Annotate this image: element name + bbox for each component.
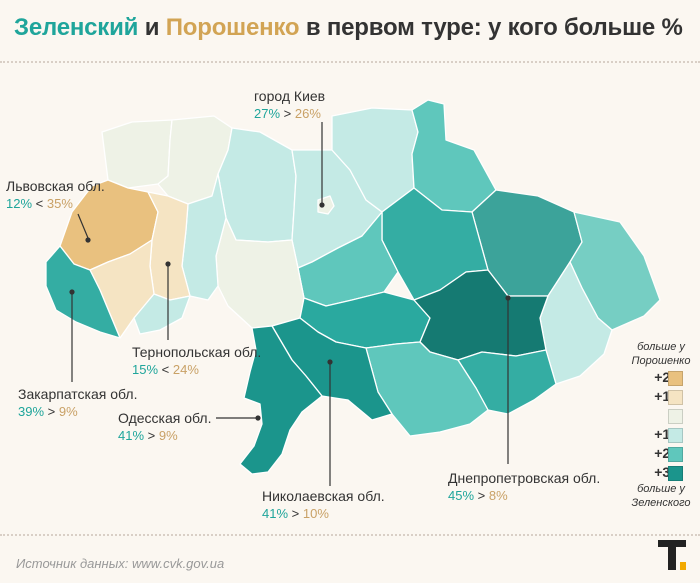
callout-odesa-zel: 41% [118,428,145,443]
title-and: и [144,14,160,41]
callout-lviv-zel: 12% [6,196,33,211]
legend-swatch [668,447,683,462]
legend-bottom-caption: больше у Зеленского [631,483,691,509]
region-zakarpattia [45,245,121,339]
callout-ternopil-name: Тернопольская обл. [132,344,262,360]
top-divider [0,61,700,63]
callout-lviv: Львовская обл. 12% < 35% [6,178,105,212]
callout-kyiv: город Киев 27% > 26% [254,88,325,122]
callout-odesa-por: 9% [158,428,178,443]
bottom-divider [0,534,700,536]
title-poroshenko: Порошенко [165,14,300,41]
callout-dnipro-sign: > [477,488,486,503]
callout-zakarpattia-zel: 39% [18,404,45,419]
callout-ternopil-zel: 15% [132,362,159,377]
callout-mykolaiv-zel: 41% [262,506,289,521]
callout-mykolaiv: Николаевская обл. 41% > 10% [262,488,385,522]
legend-row: 0 [622,406,700,425]
legend-swatch [668,371,683,386]
callout-ternopil-sign: < [161,362,170,377]
callout-ternopil: Тернопольская обл. 15% < 24% [132,344,261,378]
title-zelensky: Зеленский [14,14,139,41]
legend-swatch [668,409,683,424]
callout-dnipro-por: 8% [488,488,508,503]
callout-kyiv-sign: > [283,106,292,121]
callout-kyiv-zel: 27% [254,106,281,121]
legend-row: +10 [622,387,700,406]
callout-odesa-name: Одесская обл. [118,410,212,426]
legend-swatch [668,428,683,443]
legend-swatch [668,390,683,405]
callout-lviv-sign: < [35,196,44,211]
callout-odesa: Одесская обл. 41% > 9% [118,410,211,444]
callout-dnipro-zel: 45% [448,488,475,503]
legend-row: +20 [622,368,700,387]
legend-top-caption: больше у Порошенко [631,341,691,367]
region-odesa [239,325,323,475]
legend-rows: +20+100+10+20+30 [622,368,700,482]
callout-ternopil-por: 24% [172,362,199,377]
region-chernivtsi [133,293,191,335]
legend-row: +10 [622,425,700,444]
callout-lviv-por: 35% [46,196,73,211]
page-title: Зеленский и Порошенко в первом туре: у к… [14,14,683,42]
title-rest: в первом туре: у кого больше % [305,14,683,41]
legend: больше у Порошенко +20+100+10+20+30 боль… [622,340,700,510]
callout-mykolaiv-por: 10% [302,506,329,521]
callout-mykolaiv-sign: > [291,506,300,521]
legend-row: +30 [622,463,700,482]
legend-row: +20 [622,444,700,463]
callout-odesa-sign: > [147,428,156,443]
region-sumy [411,99,497,213]
brand-logo-icon [658,540,686,570]
lviv-leader [77,213,89,239]
callout-zakarpattia-sign: > [47,404,56,419]
callout-zakarpattia-por: 9% [58,404,78,419]
source-note: Источник данных: www.cvk.gov.ua [16,556,225,571]
callout-zakarpattia: Закарпатская обл. 39% > 9% [18,386,138,420]
callout-lviv-name: Львовская обл. [6,178,105,194]
callout-mykolaiv-name: Николаевская обл. [262,488,385,504]
callout-kyiv-por: 26% [294,106,321,121]
legend-swatch [668,466,683,481]
callout-dnipro: Днепропетровская обл. 45% > 8% [448,470,600,504]
callout-zakarpattia-name: Закарпатская обл. [18,386,138,402]
region-volyn [101,119,173,189]
callout-kyiv-name: город Киев [254,88,326,104]
callout-dnipro-name: Днепропетровская обл. [448,470,601,486]
